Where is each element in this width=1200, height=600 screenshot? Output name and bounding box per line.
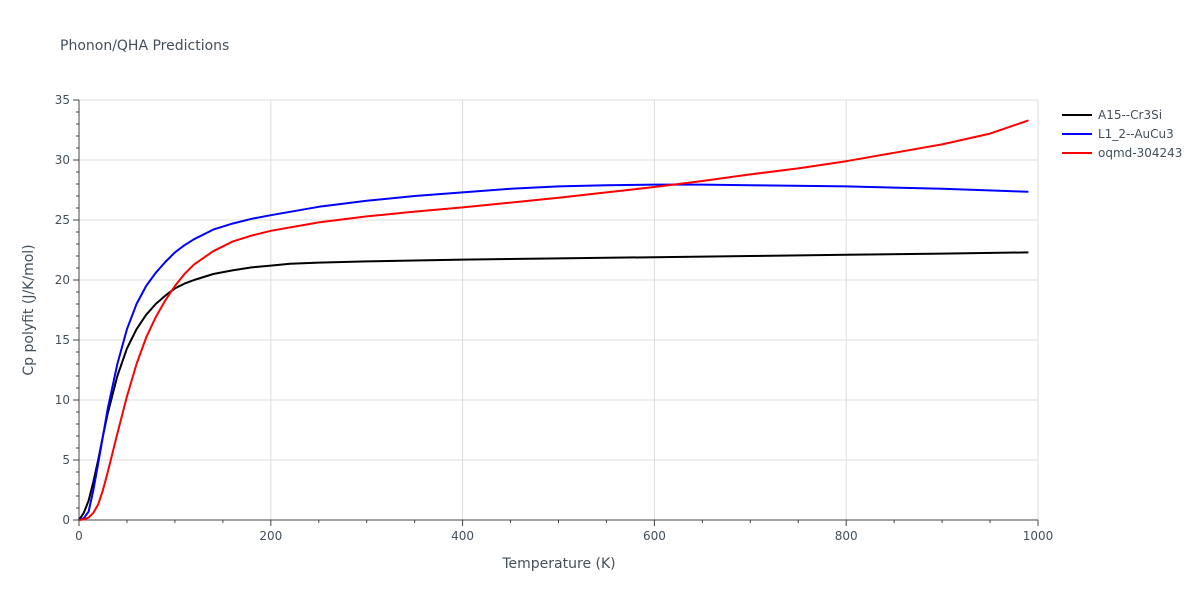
chart-title: Phonon/QHA Predictions xyxy=(60,38,229,54)
x-tick-label: 400 xyxy=(451,529,474,543)
y-tick-label: 5 xyxy=(62,453,70,467)
legend-label-2: L1_2--AuCu3 xyxy=(1098,127,1174,141)
y-axis-title: Cp polyfit (J/K/mol) xyxy=(21,244,37,375)
x-tick-label: 0 xyxy=(75,529,83,543)
y-tick-label: 20 xyxy=(55,273,70,287)
y-tick-label: 25 xyxy=(55,213,70,227)
x-tick-label: 800 xyxy=(835,529,858,543)
grid-lines xyxy=(79,99,1039,520)
axes xyxy=(73,99,1039,526)
x-axis-title: Temperature (K) xyxy=(501,556,615,572)
series-line-2 xyxy=(78,183,1029,521)
x-tick-label: 1000 xyxy=(1023,529,1054,543)
plot-area xyxy=(78,119,1029,521)
y-tick-label: 15 xyxy=(55,333,70,347)
y-tick-label: 30 xyxy=(55,153,70,167)
x-tick-label: 200 xyxy=(259,529,282,543)
x-tick-label: 600 xyxy=(643,529,666,543)
legend-label-1: A15--Cr3Si xyxy=(1098,108,1162,122)
legend-label-3: oqmd-304243 xyxy=(1098,146,1182,160)
tick-labels: 0 200 400 600 800 1000 0 5 10 15 20 25 30 35 xyxy=(55,93,1054,543)
y-tick-label: 0 xyxy=(62,513,70,527)
legend: A15--Cr3Si L1_2--AuCu3 oqmd-304243 xyxy=(1062,108,1182,160)
y-tick-label: 10 xyxy=(55,393,70,407)
y-tick-label: 35 xyxy=(55,93,70,107)
series-line-1 xyxy=(78,251,1029,521)
series-line-3 xyxy=(78,119,1029,521)
